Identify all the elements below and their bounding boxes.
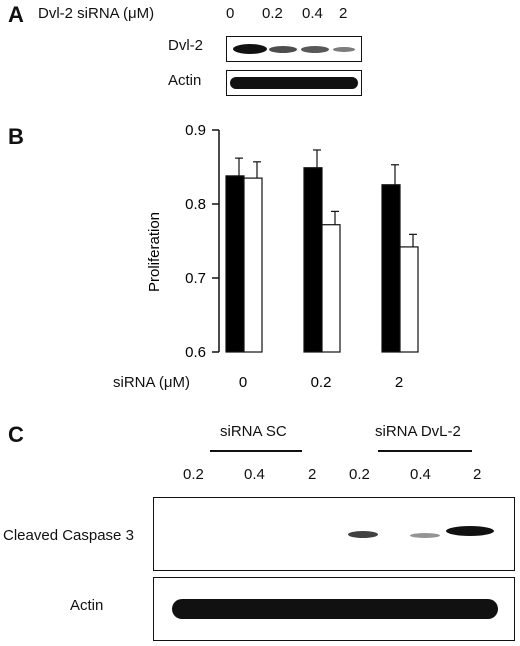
blot-band [230, 77, 358, 89]
panel-c-dvl-conc-0: 0.2 [349, 466, 370, 483]
x-tick-label: 0.2 [311, 374, 332, 391]
y-axis-label: Proliferation [146, 212, 163, 292]
blot-band [301, 46, 329, 53]
bar [243, 177, 263, 353]
panel-a-conc-2: 0.4 [302, 5, 323, 22]
panel-c-dvl-conc-1: 0.4 [410, 466, 431, 483]
x-tick-label: 0 [239, 374, 247, 391]
group-label-sc: siRNA SC [220, 423, 287, 440]
group-underline-sc [210, 450, 302, 452]
bar [225, 175, 245, 353]
panel-c-sc-conc-2: 2 [308, 466, 317, 483]
blot-band [269, 46, 297, 53]
y-tick-label: 0.8 [185, 196, 206, 213]
group-underline-dvl2 [378, 450, 472, 452]
panel-a-letter: A [8, 2, 24, 27]
blot-band [233, 44, 267, 54]
panel-b-xlabel: siRNA (μM) [113, 374, 190, 391]
panel-a-row-label-dvl2: Dvl-2 [168, 37, 204, 54]
panel-c-sc-conc-1: 0.4 [244, 466, 265, 483]
y-tick-label: 0.6 [185, 344, 206, 361]
bar [399, 246, 419, 353]
bar [321, 224, 341, 353]
blot-band [172, 599, 498, 619]
panel-a-conc-3: 2 [339, 5, 348, 22]
blot-band [348, 531, 378, 538]
panel-a-conc-0: 0 [226, 5, 235, 22]
panel-c-letter: C [8, 422, 24, 447]
group-label-dvl2: siRNA DvL-2 [375, 423, 461, 440]
panel-b-letter: B [8, 124, 24, 149]
panel-c-sc-conc-0: 0.2 [183, 466, 204, 483]
blot-band [333, 47, 355, 52]
blot-band [446, 526, 494, 536]
panel-a-dvl2-blot [226, 36, 362, 62]
panel-a-conc-1: 0.2 [262, 5, 283, 22]
y-tick-label: 0.9 [185, 122, 206, 139]
panel-c-row-label-caspase: Cleaved Caspase 3 [3, 527, 134, 544]
panel-c-caspase-blot [153, 497, 515, 571]
x-tick-label: 2 [395, 374, 403, 391]
blot-band [410, 533, 440, 538]
panel-a-row-label-actin: Actin [168, 72, 202, 89]
panel-c-dvl-conc-2: 2 [473, 466, 482, 483]
panel-c-row-label-actin: Actin [70, 597, 104, 614]
bar [303, 167, 323, 353]
bar [381, 184, 401, 353]
panel-c-actin-blot [153, 577, 515, 641]
panel-a-header-label: Dvl-2 siRNA (μM) [38, 5, 155, 22]
panel-a-actin-blot [226, 70, 362, 96]
y-tick-label: 0.7 [185, 270, 206, 287]
